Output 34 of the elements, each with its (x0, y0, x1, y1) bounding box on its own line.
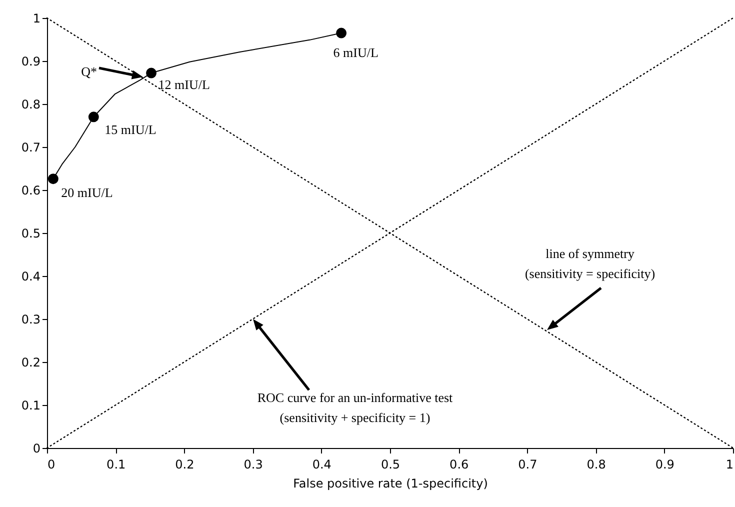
y-tick-label: 0.1 (21, 398, 40, 412)
annotation: 6 mIU/L (333, 45, 378, 60)
y-tick-label: 0.5 (21, 226, 40, 240)
y-tick-label: 0.2 (21, 356, 40, 370)
x-tick-label: 0.4 (312, 458, 332, 472)
x-tick-label: 0.7 (518, 458, 538, 472)
x-tick-label: 0.6 (450, 458, 469, 472)
x-tick-label: 0 (48, 458, 56, 472)
annotation: 15 mIU/L (104, 122, 156, 137)
annotation: 12 mIU/L (158, 77, 210, 92)
point (48, 174, 58, 184)
annotation: ROC curve for an un-informative test (sensitivity + specificity = 1) (257, 390, 454, 425)
y-tick-label: 0.7 (21, 140, 40, 154)
y-tick-label: 0.8 (21, 98, 40, 112)
x-tick-label: 0.2 (175, 458, 194, 472)
y-tick-label: 1 (32, 12, 40, 26)
annotation: line of symmetry (sensitivity = specificity) (524, 246, 656, 281)
annotation: 20 mIU/L (61, 184, 113, 200)
annotation: Q* (81, 64, 97, 79)
point (336, 28, 347, 38)
point (146, 68, 157, 78)
x-tick-label: 1 (726, 458, 734, 472)
y-tick-label: 0.9 (21, 54, 40, 68)
x-tick-label: 0.5 (380, 458, 400, 472)
y-tick-label: 0 (32, 442, 40, 456)
x-tick-label: 0.8 (586, 458, 606, 472)
point (88, 112, 99, 122)
y-tick-label: 0.6 (21, 184, 40, 198)
x-axis-title: False positive rate (1-specificity) (293, 476, 488, 490)
y-tick-label: 0.4 (21, 270, 40, 284)
x-tick-label: 0.9 (655, 458, 674, 472)
x-tick-label: 0.1 (106, 458, 126, 472)
y-tick-label: 0.3 (21, 312, 40, 326)
x-tick-label: 0.3 (244, 458, 263, 472)
